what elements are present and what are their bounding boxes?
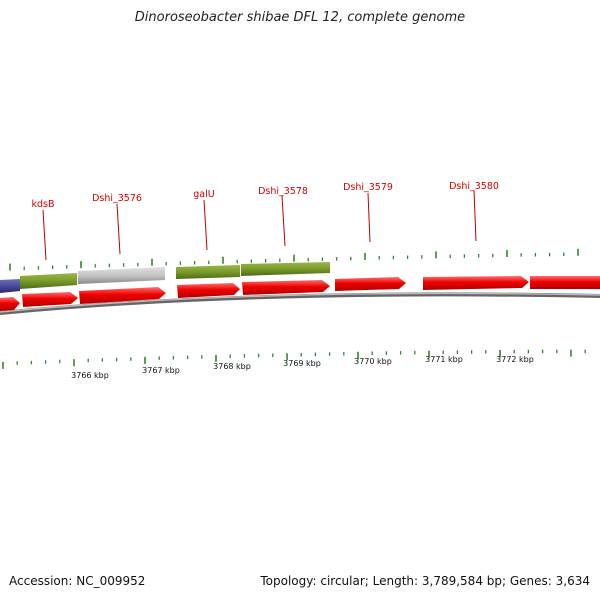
gene-label-galU: galU bbox=[193, 189, 214, 200]
gene-label-Dshi-3579: Dshi_3579 bbox=[343, 182, 393, 193]
kbp-label: 3770 kbp bbox=[354, 357, 392, 366]
upper-gene-track bbox=[0, 262, 330, 293]
gene-block-kdsB bbox=[20, 273, 77, 289]
gene-label-Dshi-3580: Dshi_3580 bbox=[449, 181, 499, 192]
cds-arrow bbox=[79, 287, 166, 304]
kbp-label: 3766 kbp bbox=[71, 371, 109, 380]
genome-backbone bbox=[0, 292, 600, 315]
gene-labels: kdsB Dshi_3576 galU Dshi_3578 Dshi_3579 … bbox=[32, 181, 499, 210]
gene-label-pointer bbox=[42, 209, 47, 261]
genome-summary-text: Topology: circular; Length: 3,789,584 bp… bbox=[260, 574, 590, 588]
gene-label-Dshi-3578: Dshi_3578 bbox=[258, 186, 308, 197]
kbp-label: 3769 kbp bbox=[283, 359, 321, 368]
kbp-label: 3771 kbp bbox=[425, 355, 463, 364]
gene-label-pointer bbox=[367, 192, 371, 243]
gene-label-pointers bbox=[42, 190, 477, 261]
gene-block-purple bbox=[0, 279, 20, 293]
cds-arrow bbox=[22, 292, 78, 307]
gene-label-pointer bbox=[281, 195, 286, 247]
cds-arrow-track bbox=[0, 276, 600, 311]
gene-label-Dshi-3576: Dshi_3576 bbox=[92, 193, 142, 204]
gene-block-galU bbox=[176, 265, 240, 279]
tick-row-upper bbox=[9, 248, 579, 271]
cds-arrow bbox=[423, 276, 529, 290]
kbp-label: 3768 kbp bbox=[213, 362, 251, 371]
map-title: Dinoroseobacter shibae DFL 12, complete … bbox=[134, 10, 466, 25]
gene-block-Dshi-3576 bbox=[78, 267, 165, 284]
gene-label-pointer bbox=[473, 190, 477, 242]
accession-text: Accession: NC_009952 bbox=[9, 574, 146, 588]
cds-arrow bbox=[177, 283, 240, 298]
gene-label-kdsB: kdsB bbox=[32, 199, 55, 210]
cds-arrow bbox=[530, 276, 600, 289]
kbp-label: 3772 kbp bbox=[496, 355, 534, 364]
cds-arrow bbox=[0, 297, 20, 311]
cds-arrow bbox=[242, 280, 330, 295]
genome-backbone-highlight bbox=[0, 292, 600, 313]
cds-arrow bbox=[335, 277, 406, 291]
gene-label-pointer bbox=[116, 203, 121, 255]
gene-label-pointer bbox=[203, 199, 208, 251]
tick-row-lower bbox=[2, 349, 586, 369]
gene-block-Dshi-3578 bbox=[241, 262, 330, 276]
kbp-label: 3767 kbp bbox=[142, 366, 180, 375]
kbp-scale-labels: 3766 kbp 3767 kbp 3768 kbp 3769 kbp 3770… bbox=[71, 355, 534, 380]
